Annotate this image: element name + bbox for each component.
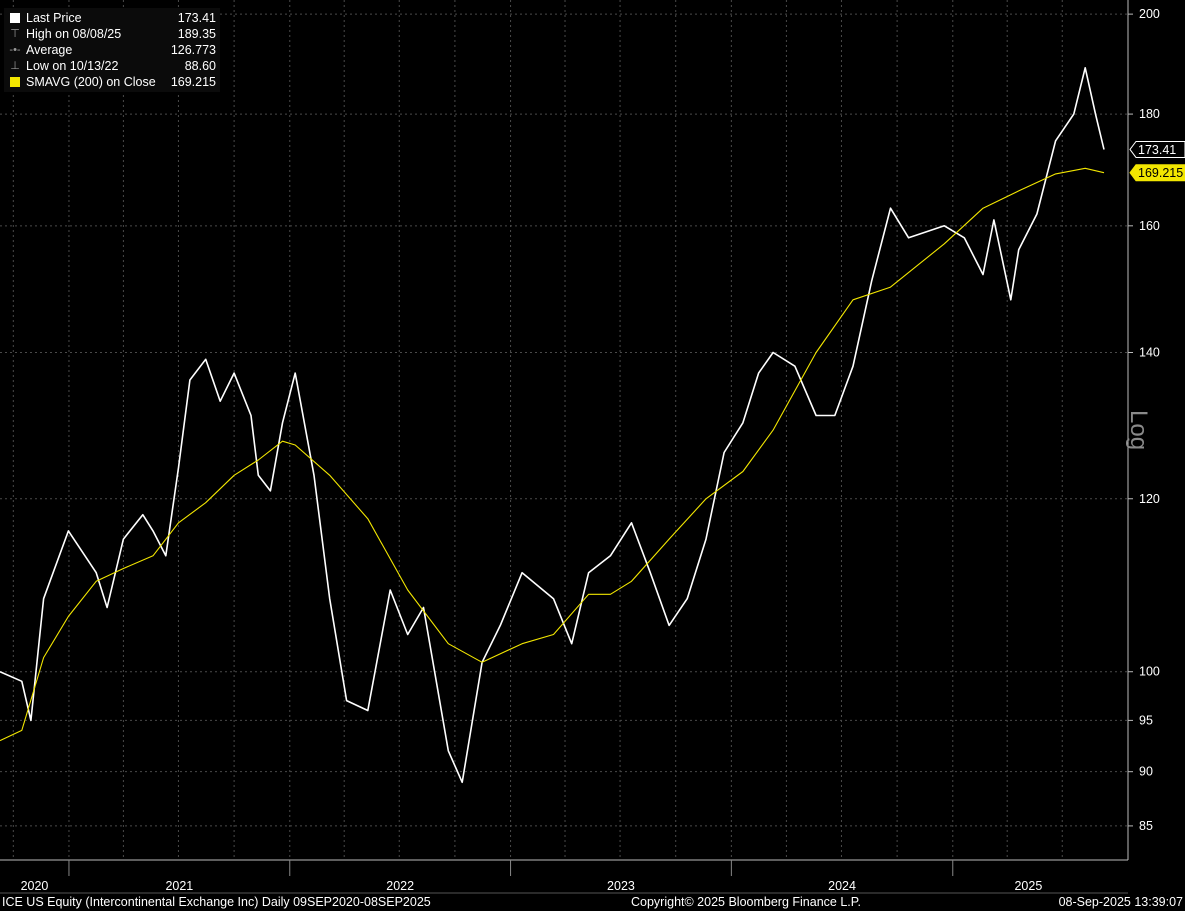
grid-lines (0, 0, 1128, 860)
y-tick-label: 140 (1139, 346, 1160, 360)
y-tick-label: 90 (1139, 765, 1153, 779)
legend-label: Low on 10/13/22 (26, 59, 119, 73)
legend-value: 126.773 (170, 43, 216, 57)
x-tick-label: 2022 (386, 879, 414, 893)
y-tick-label: 200 (1139, 7, 1160, 21)
average-marker-icon: -•- (9, 44, 21, 56)
sma-tag: 169.215 (1129, 164, 1185, 182)
footer: ICE US Equity (Intercontinental Exchange… (0, 893, 1185, 911)
last-price-tag: 173.41 (1129, 140, 1185, 158)
legend-value: 169.215 (170, 75, 216, 89)
log-scale-label: Log (1125, 410, 1152, 451)
timestamp: 08-Sep-2025 13:39:07 (1058, 895, 1183, 909)
legend-value: 173.41 (177, 11, 216, 25)
y-tick-label: 120 (1139, 492, 1160, 506)
sma-tag-text: 169.215 (1138, 166, 1183, 180)
legend-label: Last Price (26, 11, 82, 25)
sma-tag-shape (1129, 164, 1185, 182)
series-marks (0, 67, 1105, 784)
x-tick-label: 2024 (828, 879, 856, 893)
x-tick-label: 2025 (1014, 879, 1042, 893)
legend-value: 88.60 (184, 59, 216, 73)
legend-row-low: ⊥ Low on 10/13/22 88.60 (8, 58, 216, 74)
y-axis: 85 90 95 100 120 140 160 180 200 173.41 169.215 (1127, 0, 1185, 860)
price-line (0, 67, 1105, 784)
legend-row-average: -•- Average 126.773 (8, 42, 216, 58)
legend: Last Price 173.41 ⊤ High on 08/08/25 189… (4, 8, 220, 92)
legend-label: SMAVG (200) on Close (26, 75, 156, 89)
x-tick-label: 2023 (607, 879, 635, 893)
square-filled-icon (8, 77, 22, 87)
x-tick-label: 2020 (21, 879, 49, 893)
last-price-tag-shape (1129, 140, 1185, 158)
legend-row-last-price: Last Price 173.41 (8, 10, 216, 26)
low-marker-icon: ⊥ (10, 60, 20, 72)
y-tick-label: 100 (1139, 665, 1160, 679)
sma-line (0, 167, 1105, 742)
y-tick-label: 85 (1139, 819, 1153, 833)
legend-label: Average (26, 43, 73, 57)
y-tick-label: 180 (1139, 107, 1160, 121)
x-axis: 2020 2021 2022 2023 2024 2025 (0, 859, 1128, 894)
x-tick-label: 2021 (165, 879, 193, 893)
square-filled-icon (8, 13, 22, 23)
legend-label: High on 08/08/25 (26, 27, 122, 41)
y-tick-label: 160 (1139, 219, 1160, 233)
legend-value: 189.35 (177, 27, 216, 41)
last-price-tag-text: 173.41 (1138, 143, 1176, 157)
high-marker-icon: ⊤ (10, 28, 20, 40)
legend-row-high: ⊤ High on 08/08/25 189.35 (8, 26, 216, 42)
security-info: ICE US Equity (Intercontinental Exchange… (2, 895, 431, 909)
y-tick-label: 95 (1139, 713, 1153, 727)
legend-row-smavg: SMAVG (200) on Close 169.215 (8, 74, 216, 90)
copyright: Copyright© 2025 Bloomberg Finance L.P. (631, 895, 861, 909)
